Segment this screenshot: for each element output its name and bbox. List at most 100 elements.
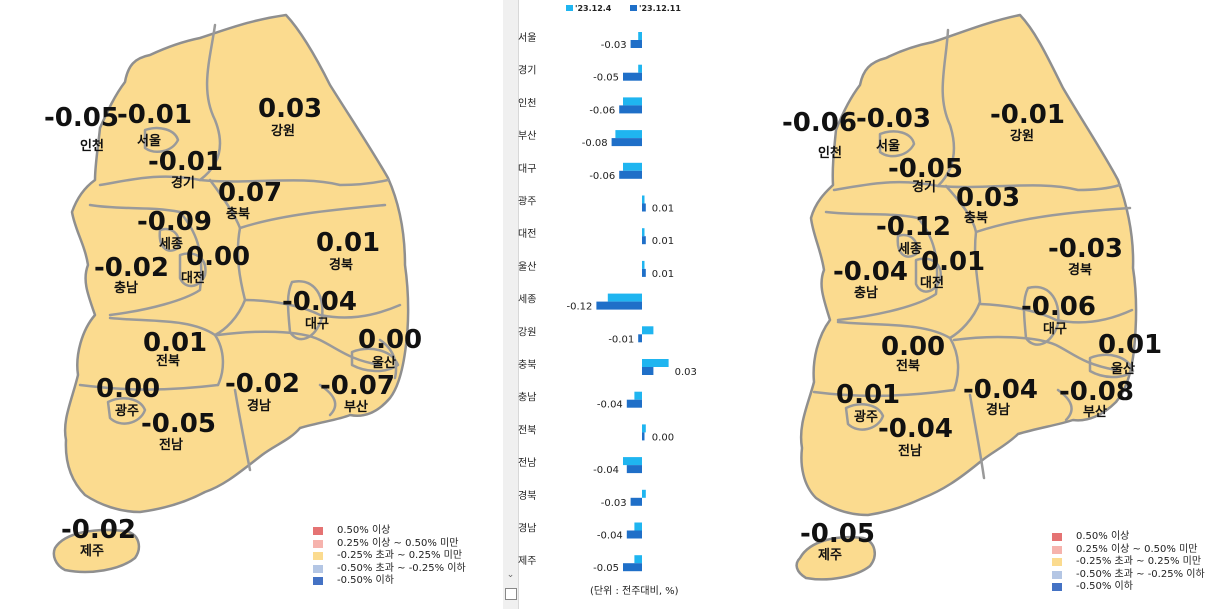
value-daejeon: 0.01 — [921, 247, 985, 277]
legend-item: -0.25% 초과 ~ 0.25% 미만 — [1052, 556, 1205, 569]
label-gwangju: 광주 — [854, 410, 878, 425]
bar-prev — [615, 130, 642, 139]
label-jeju: 제주 — [80, 544, 104, 559]
legend-swatch — [313, 564, 323, 573]
value-ulsan: 0.00 — [358, 325, 422, 355]
legend-swatch — [1052, 545, 1062, 554]
label-gyeonggi: 경기 — [171, 175, 195, 191]
category-label: 전북 — [518, 424, 536, 436]
legend-swatch — [1052, 570, 1062, 579]
category-label: 인천 — [518, 97, 536, 109]
chart-body: 서울 -0.03 경기 -0.05 인천 -0.06 부산 -0.08 대구 -0.06 광주 0.0… — [518, 32, 697, 574]
bar-prev — [634, 555, 642, 564]
bar-curr — [611, 138, 642, 147]
right-region-labels: -0.06 인천 -0.03 서울 -0.01 강원 -0.05 경기 0.03… — [782, 100, 1162, 563]
legend-swatch — [1052, 558, 1062, 567]
value-gyeongnam: -0.04 — [963, 375, 1038, 405]
value-label: -0.06 — [589, 171, 615, 182]
label-daejeon: 대전 — [920, 275, 944, 291]
value-chungnam: -0.04 — [833, 257, 908, 287]
legend-item: 0.50% 이상 — [1052, 531, 1205, 544]
value-label: -0.08 — [582, 138, 608, 149]
korea-map-right: -0.06 인천 -0.03 서울 -0.01 강원 -0.05 경기 0.03… — [782, 13, 1162, 581]
bar-curr — [642, 432, 645, 441]
bar-prev — [642, 424, 646, 433]
value-label: -0.04 — [593, 465, 619, 476]
label-busan: 부산 — [1083, 404, 1107, 420]
bar-prev — [642, 489, 646, 498]
value-label: 0.03 — [675, 367, 697, 378]
value-chungbuk: 0.07 — [218, 178, 282, 208]
ulsan-outline — [1088, 353, 1135, 379]
value-gyeongbuk: 0.01 — [316, 228, 380, 258]
value-label: -0.05 — [593, 73, 619, 84]
bar-prev — [642, 326, 654, 335]
legend-swatch-series1 — [566, 5, 573, 11]
legend-swatch — [1052, 583, 1062, 592]
value-daegu: -0.04 — [282, 287, 357, 317]
category-label: 충북 — [518, 359, 536, 371]
legend-series2: '23.12.11 — [639, 4, 681, 13]
category-label: 대구 — [518, 163, 536, 175]
sejong-outline — [158, 227, 181, 252]
jeju-shape — [52, 528, 141, 574]
label-sejong: 세종 — [898, 242, 922, 257]
category-label: 전남 — [518, 457, 536, 469]
ulsan-outline — [350, 347, 400, 373]
label-incheon: 인천 — [818, 145, 842, 161]
label-chungbuk: 충북 — [226, 206, 250, 222]
bar-curr — [642, 367, 654, 375]
value-sejong: -0.09 — [137, 207, 212, 237]
label-gwangju: 광주 — [115, 404, 139, 419]
label-seoul: 서울 — [876, 138, 900, 154]
bar-curr — [619, 105, 642, 114]
value-jeonbuk: 0.01 — [143, 328, 207, 358]
bar-curr — [630, 497, 642, 506]
category-label: 경기 — [518, 64, 536, 77]
label-jeonnam: 전남 — [898, 443, 922, 459]
unit-note: (단위 : 전주대비, %) — [590, 584, 679, 597]
label-seoul: 서울 — [137, 133, 161, 149]
label-jeonnam: 전남 — [159, 437, 183, 453]
category-label: 서울 — [518, 32, 536, 44]
legend-swatch — [313, 577, 323, 586]
legend-item: 0.25% 이상 ~ 0.50% 미만 — [1052, 544, 1205, 557]
label-jeju: 제주 — [818, 548, 842, 563]
category-label: 세종 — [518, 294, 536, 306]
daejeon-outline — [178, 252, 207, 288]
label-gyeongbuk: 경북 — [1068, 262, 1092, 278]
legend-item: -0.50% 이하 — [313, 575, 466, 588]
value-seoul: -0.01 — [117, 100, 192, 130]
value-label: -0.04 — [597, 531, 623, 542]
legend-item: -0.50% 초과 ~ -0.25% 이하 — [313, 563, 466, 576]
vertical-scrollbar[interactable] — [503, 0, 519, 609]
bar-curr — [642, 236, 646, 245]
legend-swatch — [313, 539, 323, 548]
left-region-labels: -0.05 인천 -0.01 서울 0.03 강원 -0.01 경기 0.07 … — [44, 94, 422, 559]
label-busan: 부산 — [344, 399, 368, 415]
scroll-down-arrow-icon[interactable]: ⌄ — [506, 570, 515, 580]
value-seoul: -0.03 — [856, 104, 931, 134]
value-chungnam: -0.02 — [94, 253, 169, 283]
category-label: 강원 — [518, 326, 536, 338]
value-label: 0.00 — [652, 432, 674, 443]
value-jeonnam: -0.05 — [141, 409, 216, 439]
label-gangwon: 강원 — [1010, 128, 1034, 144]
label-chungnam: 충남 — [854, 285, 878, 301]
bar-prev — [642, 359, 669, 367]
label-sejong: 세종 — [159, 237, 183, 252]
bar-curr — [623, 72, 642, 81]
label-gangwon: 강원 — [271, 123, 295, 139]
legend-item: 0.50% 이상 — [313, 525, 466, 538]
value-jeju: -0.02 — [61, 515, 136, 545]
seoul-outline — [143, 126, 180, 153]
bar-curr — [638, 334, 642, 343]
scroll-corner-icon[interactable] — [505, 588, 517, 600]
value-gyeongnam: -0.02 — [225, 369, 300, 399]
legend-left: 0.50% 이상 0.25% 이상 ~ 0.50% 미만 -0.25% 초과 ~… — [313, 525, 466, 588]
daegu-outline — [286, 280, 324, 341]
value-sejong: -0.12 — [876, 212, 951, 242]
label-daegu: 대구 — [1043, 322, 1067, 337]
bar-prev — [634, 391, 642, 400]
category-label: 제주 — [518, 555, 536, 567]
